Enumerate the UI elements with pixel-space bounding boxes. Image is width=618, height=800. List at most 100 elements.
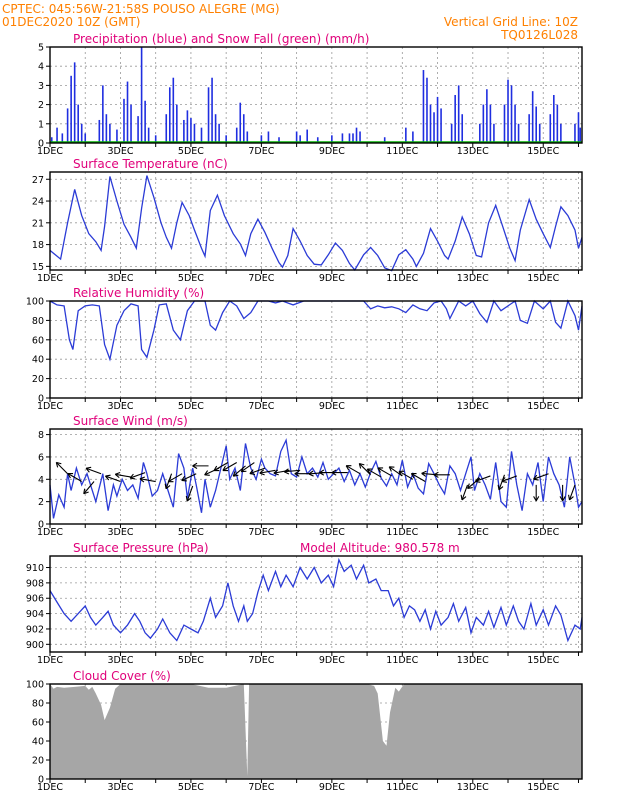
temperature-xtick-label: 13DEC [457,273,489,284]
cloud-title: Cloud Cover (%) [73,669,171,683]
wind-arrow-shaft [259,469,276,474]
precip-bar [574,123,576,143]
precip-bar [239,102,242,143]
wind-arrow-head [533,474,539,481]
precip-bar [183,119,185,143]
temperature-title: Surface Temperature (nC) [73,157,228,171]
wind-arrow-head [345,465,352,471]
wind-arrow-shaft [186,485,194,502]
wind-arrow [533,473,549,481]
precip-bar [267,131,270,143]
grid-note: Vertical Grid Line: 10Z [444,15,578,29]
humidity-frame [49,300,583,399]
wind-xtick-label: 15DEC [527,527,559,538]
wind-arrow-shaft [498,474,506,491]
wind-arrow [273,469,290,476]
temperature-ytick-label: 21 [32,218,44,229]
precip-bar [225,135,227,143]
precip-bar [66,108,69,143]
cloud-panel: 0 20 40 60 80 100 1DEC 3DEC 5DEC 7DEC 9DEC 11DEC 13D… [26,669,583,793]
pressure-xtick-label: 15DEC [527,655,559,666]
precip-bar [130,104,132,143]
wind-line [49,438,583,519]
wind-xtick-label: 5DEC [178,527,204,538]
precip-bar [299,135,301,143]
precip-bar [331,135,333,143]
wind-arrow-head [497,484,504,491]
cloud-ytick-label: 100 [26,680,44,691]
wind-arrow [181,473,197,482]
temperature-xtick-label: 3DEC [107,273,133,284]
precip-bar [102,85,104,143]
wind-arrow [67,472,82,483]
precip-bar [355,127,358,143]
pressure-xtick-label: 1DEC [37,655,63,666]
wind-arrow-shaft [411,473,426,483]
precip-bar [577,112,580,143]
precip-bar [553,95,555,143]
wind-arrow-shaft [167,473,183,483]
precip-bar [405,127,407,143]
pressure-xtick-label: 3DEC [107,655,133,666]
precip-bar [218,123,220,143]
precip-bar [341,133,344,143]
temperature-frame [49,171,583,271]
wind-arrow-head [331,469,337,476]
humidity-title: Relative Humidity (%) [73,286,204,300]
cloud-xtick-label: 5DEC [178,782,204,793]
wind-arrow [139,476,156,483]
wind-arrow-shaft [398,470,414,480]
wind-arrow-head [294,470,300,477]
humidity-line [49,299,583,362]
precip-bar [422,70,425,143]
precip-bar [457,85,460,143]
humidity-ytick-label: 60 [32,335,44,346]
wind-arrow [568,484,576,501]
wind-arrow-shaft [115,473,132,478]
wind-arrow-shaft [83,481,95,495]
humidity-xtick-label: 13DEC [457,401,489,412]
wind-arrow-shaft [388,466,403,477]
wind-arrow [283,468,301,475]
temperature-xtick-label: 11DEC [386,273,418,284]
wind-arrow-head [467,483,473,490]
panels: 0 1 2 3 4 5 1DEC 3DEC 5DEC 7DEC 9DEC 11DEC 13DEC 15DE… [26,32,583,793]
precip-bar [123,98,125,143]
wind-arrow-head [568,494,574,501]
wind-arrow-shaft [533,473,549,480]
wind-arrow [398,470,414,480]
cloud-cover-area [50,684,582,779]
precip-bar [306,129,308,143]
precip-bar [510,85,513,143]
precip-bar [168,87,171,143]
precip-bar [186,110,189,143]
cloud-xtick-label: 13DEC [457,782,489,793]
precip-bar [295,131,298,143]
humidity-ytick-label: 40 [32,355,44,366]
wind-arrow [222,462,238,472]
cloud-xtick-label: 7DEC [248,782,274,793]
wind-arrow-shaft [377,467,393,477]
pressure-ytick-label: 906 [26,594,44,605]
wind-panel: 0 2 4 6 8 1DEC 3DEC 5DEC 7DEC 9DEC 11DEC 13DEC 15DEC… [37,414,583,538]
humidity-xtick-label: 11DEC [386,401,418,412]
wind-arrow-head [164,483,171,490]
wind-arrow-shaft [475,475,491,482]
wind-arrow [559,484,566,502]
precip-bar [486,89,488,143]
precip-xtick-label: 1DEC [37,146,63,157]
wind-arrow [497,474,506,491]
precip-bar [50,137,53,143]
wind-arrow [249,467,266,476]
precip-bar [503,104,506,143]
wind-xtick-label: 1DEC [37,527,63,538]
precip-bar [517,123,520,143]
wind-arrow-shaft [129,472,146,479]
wind-arrow [213,462,229,472]
wind-arrow [240,462,255,473]
wind-arrow-head [232,471,239,477]
temperature-xtick-label: 9DEC [319,273,345,284]
wind-arrow [105,474,121,483]
precip-xtick-label: 15DEC [527,146,559,157]
wind-arrow-shaft [345,465,361,475]
